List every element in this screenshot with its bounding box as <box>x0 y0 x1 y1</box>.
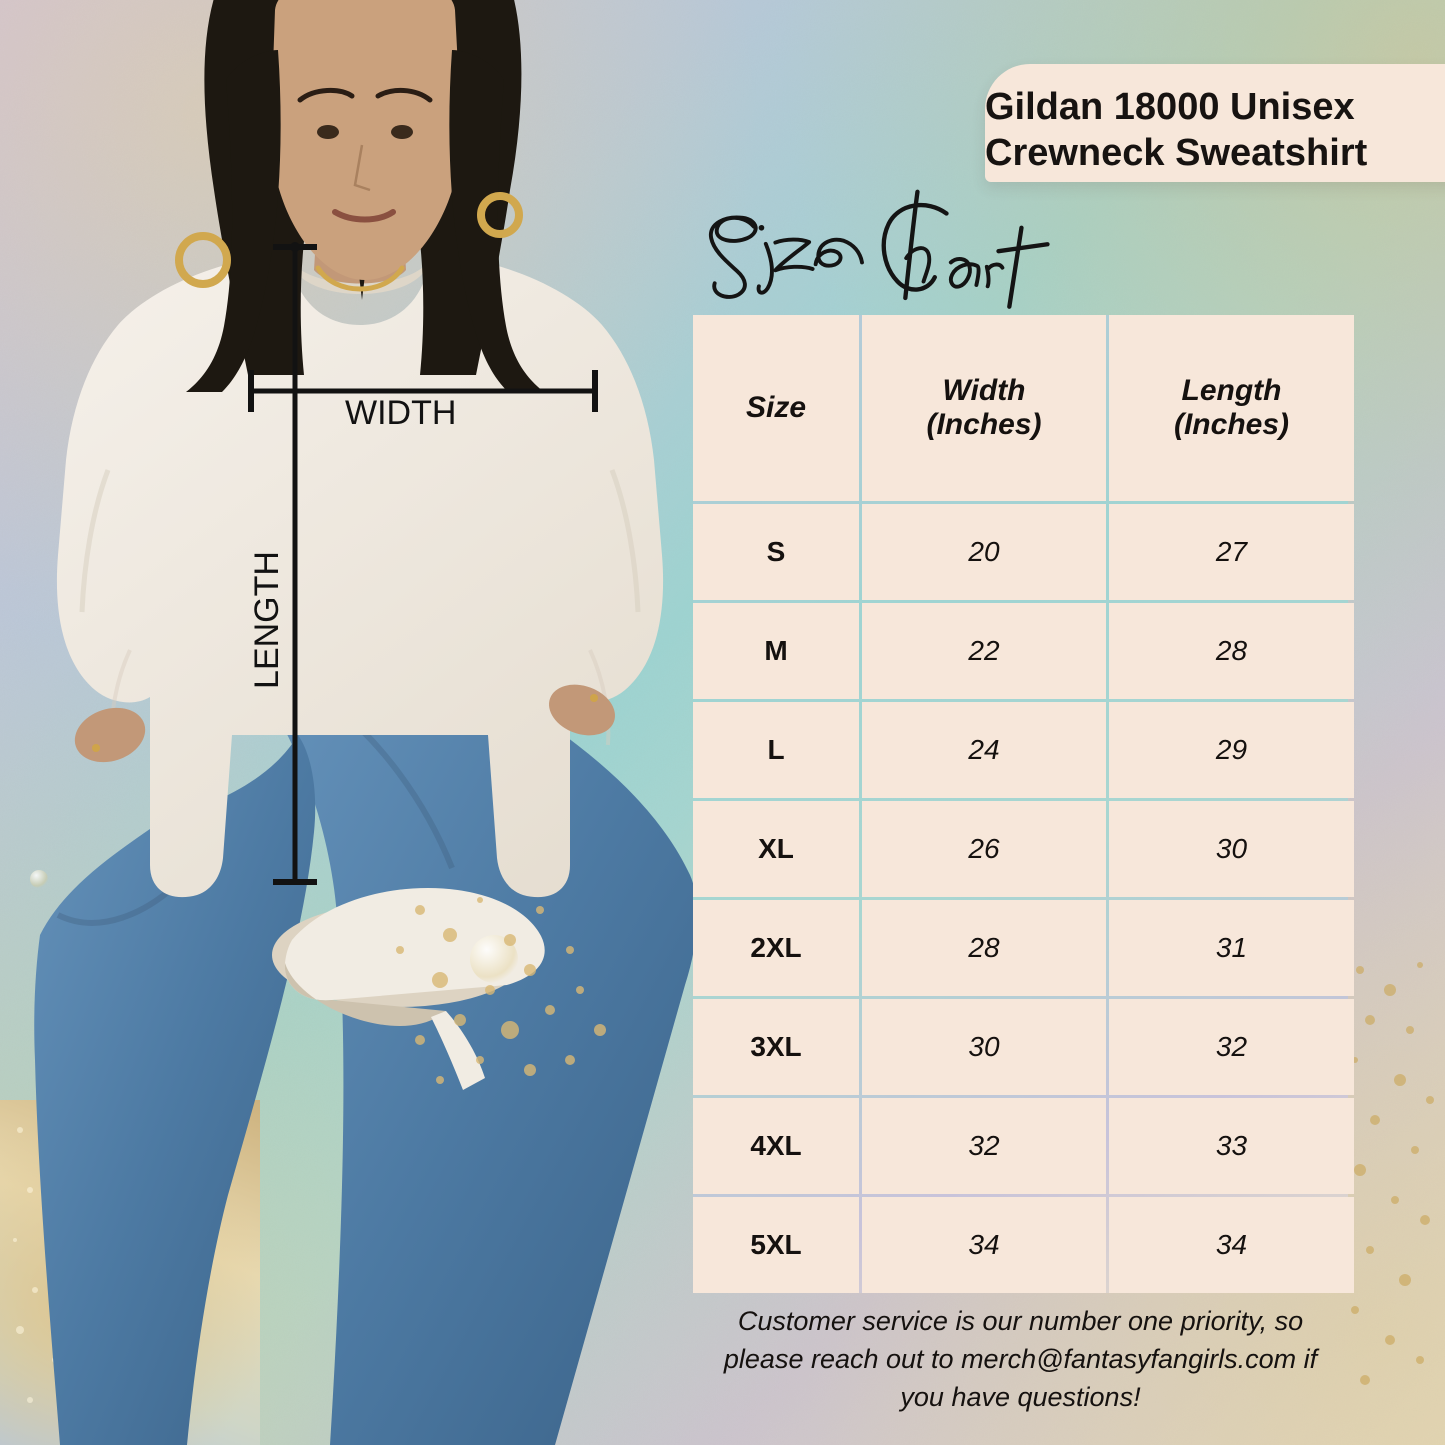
svg-text:WIDTH: WIDTH <box>345 394 456 432</box>
svg-text:LENGTH: LENGTH <box>248 551 286 689</box>
